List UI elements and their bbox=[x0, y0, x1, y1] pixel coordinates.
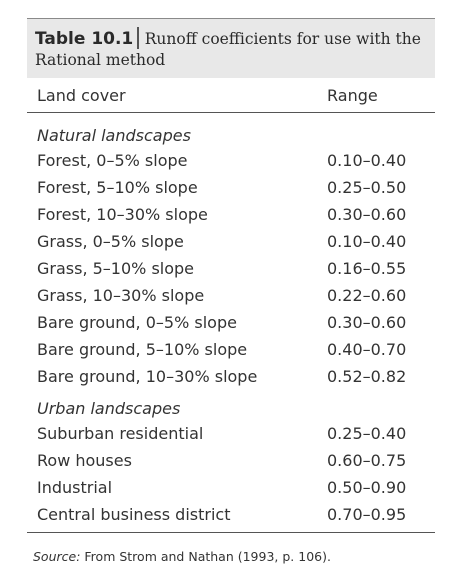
range-cell: 0.30–0.60 bbox=[327, 205, 407, 224]
table-row: Grass, 5–10% slope 0.16–0.55 bbox=[27, 255, 435, 282]
column-header-range: Range bbox=[327, 85, 378, 105]
table-row: Forest, 10–30% slope 0.30–0.60 bbox=[27, 201, 435, 228]
land-cover-cell: Grass, 5–10% slope bbox=[37, 259, 195, 278]
source-text: From Strom and Nathan (1993, p. 106). bbox=[84, 549, 331, 564]
land-cover-cell: Bare ground, 5–10% slope bbox=[37, 340, 248, 359]
table-row: Suburban residential 0.25–0.40 bbox=[27, 420, 435, 447]
range-cell: 0.22–0.60 bbox=[327, 286, 407, 305]
range-cell: 0.52–0.82 bbox=[327, 367, 407, 386]
table-row: Forest, 5–10% slope 0.25–0.50 bbox=[27, 174, 435, 201]
table-row: Bare ground, 10–30% slope 0.52–0.82 bbox=[27, 363, 435, 390]
land-cover-cell: Forest, 0–5% slope bbox=[37, 151, 188, 170]
table-row: Grass, 10–30% slope 0.22–0.60 bbox=[27, 282, 435, 309]
table-row: Forest, 0–5% slope 0.10–0.40 bbox=[27, 147, 435, 174]
land-cover-cell: Central business district bbox=[37, 505, 231, 524]
land-cover-cell: Grass, 0–5% slope bbox=[37, 232, 184, 251]
group-heading: Natural landscapes bbox=[37, 126, 191, 145]
range-cell: 0.25–0.50 bbox=[327, 178, 407, 197]
range-cell: 0.60–0.75 bbox=[327, 451, 407, 470]
table-body: Natural landscapes Forest, 0–5% slope 0.10… bbox=[27, 125, 435, 528]
range-cell: 0.16–0.55 bbox=[327, 259, 407, 278]
range-cell: 0.10–0.40 bbox=[327, 232, 407, 251]
table-row: Industrial 0.50–0.90 bbox=[27, 474, 435, 501]
column-header-land-cover: Land cover bbox=[37, 85, 126, 105]
range-cell: 0.70–0.95 bbox=[327, 505, 407, 524]
caption-divider bbox=[137, 27, 139, 49]
table-title-line-1: Runoff coefficients for use with the bbox=[144, 30, 421, 48]
table-row: Row houses 0.60–0.75 bbox=[27, 447, 435, 474]
land-cover-cell: Bare ground, 0–5% slope bbox=[37, 313, 237, 332]
land-cover-cell: Suburban residential bbox=[37, 424, 204, 443]
land-cover-cell: Forest, 10–30% slope bbox=[37, 205, 208, 224]
range-cell: 0.50–0.90 bbox=[327, 478, 407, 497]
group-heading: Urban landscapes bbox=[37, 399, 181, 418]
range-cell: 0.30–0.60 bbox=[327, 313, 407, 332]
land-cover-cell: Industrial bbox=[37, 478, 113, 497]
table-row: Bare ground, 0–5% slope 0.30–0.60 bbox=[27, 309, 435, 336]
land-cover-cell: Row houses bbox=[37, 451, 132, 470]
table-row: Bare ground, 5–10% slope 0.40–0.70 bbox=[27, 336, 435, 363]
range-cell: 0.10–0.40 bbox=[327, 151, 407, 170]
land-cover-cell: Forest, 5–10% slope bbox=[37, 178, 198, 197]
range-cell: 0.25–0.40 bbox=[327, 424, 407, 443]
table-row: Grass, 0–5% slope 0.10–0.40 bbox=[27, 228, 435, 255]
range-cell: 0.40–0.70 bbox=[327, 340, 407, 359]
table-title-line-2: Rational method bbox=[35, 51, 166, 69]
table-header-row: Land cover Range bbox=[27, 78, 435, 113]
source-note: Source: From Strom and Nathan (1993, p. … bbox=[27, 549, 435, 564]
table-bottom-rule bbox=[27, 532, 435, 533]
land-cover-cell: Grass, 10–30% slope bbox=[37, 286, 205, 305]
table-number: Table 10.1 bbox=[35, 29, 134, 49]
runoff-coefficients-table: Table 10.1 Runoff coefficients for use wi… bbox=[27, 18, 435, 564]
table-caption: Table 10.1 Runoff coefficients for use wi… bbox=[27, 18, 435, 78]
source-label: Source: bbox=[33, 549, 81, 564]
table-row: Central business district 0.70–0.95 bbox=[27, 501, 435, 528]
land-cover-cell: Bare ground, 10–30% slope bbox=[37, 367, 258, 386]
